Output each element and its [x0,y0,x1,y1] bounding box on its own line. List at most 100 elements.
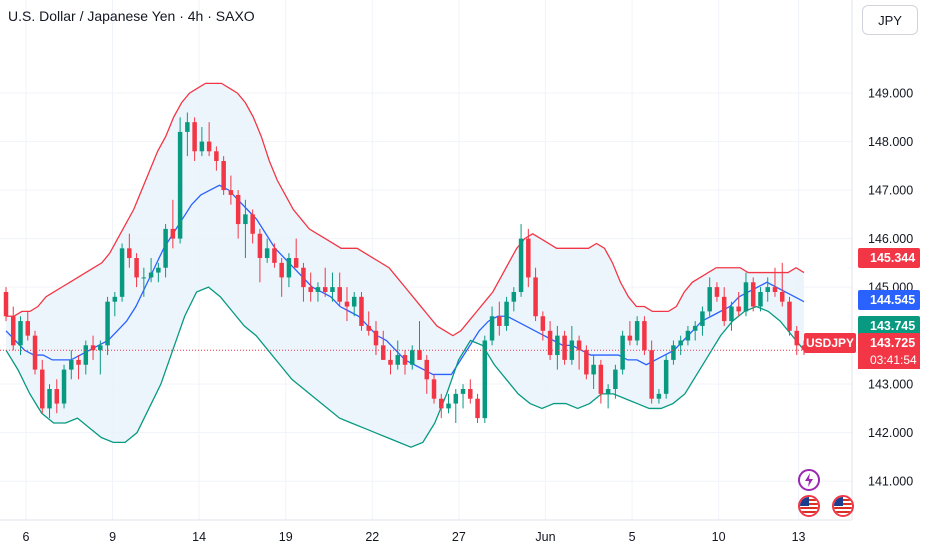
candle-body [69,359,74,370]
y-tick-label: 146.000 [868,232,913,246]
candle-body [729,306,734,322]
candle-body [431,379,437,399]
candle-body [127,248,132,259]
candle-body [613,369,618,390]
candle-body [373,330,379,346]
y-tick-label: 141.000 [868,475,913,489]
candle-body [591,364,596,375]
candle-body [279,262,284,278]
candle-body [511,291,517,302]
candle-body [540,316,546,331]
candle-body [562,335,567,360]
candle-body [424,359,430,380]
y-tick-label: 142.000 [868,426,913,440]
candle-body [264,248,270,259]
candle-body [163,228,168,268]
candle-body [47,389,52,409]
candle-body [395,355,400,365]
candle-body [685,330,691,341]
candle-body [663,359,669,394]
candle-body [330,287,335,292]
candle-body [206,141,212,152]
candle-body [199,141,205,152]
x-tick-label: 14 [192,530,206,544]
candle-body [322,287,328,292]
candle-body [359,296,364,326]
candle-body [185,122,190,132]
candle-body [779,291,785,302]
candle-body [547,330,553,356]
bollinger-fill [6,83,804,448]
candle-body [758,291,763,307]
candle-body [721,296,727,322]
upper-band-line [6,82,805,337]
candle-body [497,316,502,326]
candle-body [90,345,96,351]
candle-body [605,389,611,394]
candle-body [18,321,23,346]
candle-body [54,389,60,404]
candle-body [380,345,386,360]
candle-body [192,122,197,152]
candle-body [112,296,118,302]
candle-body [250,214,255,234]
candle-body [410,350,415,365]
last-price-tag: 143.725 [858,333,920,353]
y-tick-label: 149.000 [868,87,913,101]
candle-body [446,403,451,409]
x-tick-label: 6 [23,530,30,544]
candle-body [460,389,466,394]
candle-body [141,277,147,279]
candle-body [765,287,770,292]
chart-title: U.S. Dollar / Japanese Yen · 4h · SAXO [8,8,255,24]
candle-body [76,359,81,365]
lightning-icon[interactable] [798,469,820,491]
candle-body [555,335,560,356]
candle-body [453,393,459,404]
candle-body [743,282,749,312]
lower-band-line [5,286,805,448]
candle-body [366,325,371,331]
x-tick-label: 27 [452,530,466,544]
us-flag-icon[interactable] [832,495,854,517]
candle-body [105,301,110,346]
x-tick-label: 19 [279,530,293,544]
candle-body [576,340,582,351]
candle-body [417,350,422,360]
candle-body [627,335,633,341]
candle-body [235,194,241,225]
y-tick-label: 147.000 [868,184,913,198]
candle-body [388,359,393,365]
candle-body [221,160,226,191]
x-tick-label: 22 [365,530,379,544]
candle-body [134,258,139,278]
candle-body [32,335,38,370]
candle-body [649,350,654,399]
candle-body [620,335,625,370]
candle-body [214,151,219,161]
candle-body [344,301,350,307]
candle-body [671,345,676,360]
candle-body [794,330,799,346]
lower-band-price-tag: 143.745 [858,316,920,336]
candle-body [736,306,741,312]
middle-band-price-tag: 144.545 [858,290,920,310]
candle-body [156,267,161,273]
candle-body [402,355,408,365]
candle-body [119,248,125,297]
bar-countdown: 03:41:54 [858,351,920,369]
candle-body [533,277,538,317]
candle-body [308,287,313,292]
candle-body [337,287,342,302]
x-tick-label: 13 [792,530,806,544]
candle-body [468,389,473,399]
us-flag-icon[interactable] [798,495,820,517]
candle-body [351,296,357,307]
x-tick-label: 5 [629,530,636,544]
candle-body [750,282,756,307]
candle-body [772,287,778,292]
currency-button[interactable]: JPY [862,5,918,35]
candle-body [148,272,154,278]
candle-body [286,258,292,278]
